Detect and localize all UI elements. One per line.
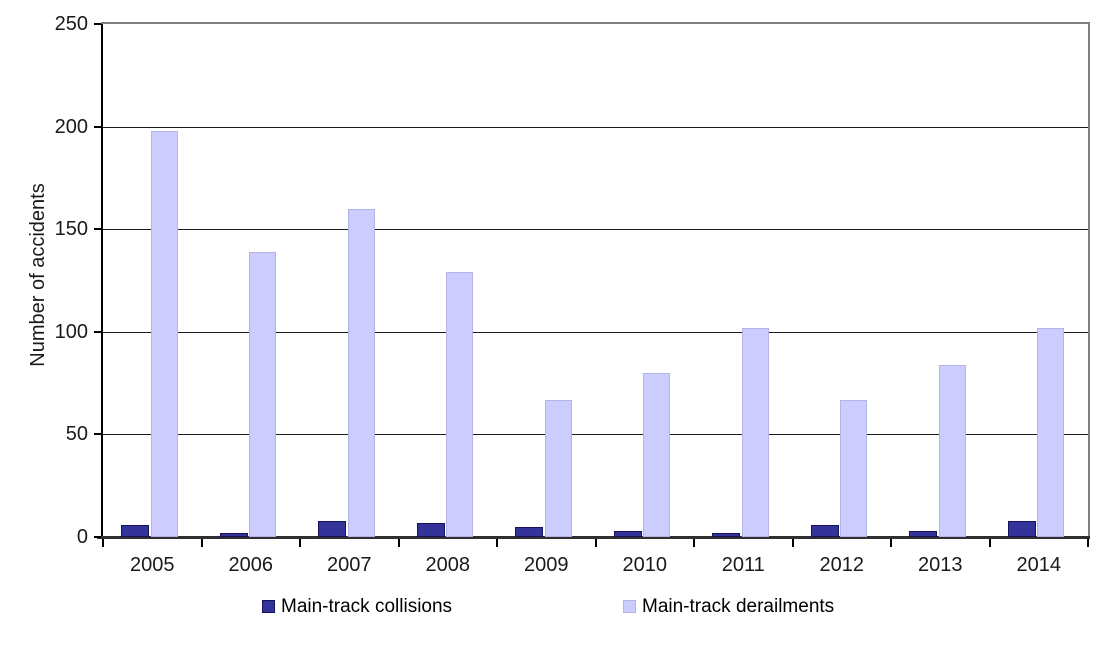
y-tick-50: [94, 433, 101, 436]
bar-main-track-derailments-2006: [249, 251, 277, 537]
bar-main-track-derailments-2005: [150, 130, 178, 537]
legend-label-derailments: Main-track derailments: [642, 596, 835, 617]
x-tick-label-2007: 2007: [327, 554, 372, 576]
y-tick-100: [94, 330, 101, 333]
x-tick-0: [102, 539, 104, 547]
y-tick-label-100: 100: [54, 320, 88, 343]
gridline-50: [103, 434, 1088, 436]
x-tick-label-2014: 2014: [1016, 554, 1062, 576]
x-tick-7: [791, 539, 794, 547]
x-tick-6: [693, 539, 695, 547]
x-tick-9: [988, 539, 991, 547]
x-tick-label-2006: 2006: [228, 554, 274, 576]
y-tick-label-200: 200: [54, 115, 88, 138]
plot-frame-right: [1088, 22, 1090, 537]
gridline-150: [103, 229, 1088, 231]
bar-main-track-collisions-2005: [121, 524, 150, 537]
bar-main-track-collisions-2009: [515, 526, 544, 537]
bar-main-track-derailments-2014: [1037, 327, 1065, 537]
bar-main-track-collisions-2010: [613, 530, 642, 537]
x-tick-1: [200, 539, 203, 547]
y-axis-line: [101, 24, 103, 537]
bar-main-track-collisions-2013: [909, 530, 938, 537]
x-tick-label-2013: 2013: [918, 554, 963, 576]
bar-main-track-collisions-2012: [810, 524, 839, 537]
bar-main-track-derailments-2009: [544, 399, 572, 537]
y-tick-label-50: 50: [65, 423, 88, 446]
bar-main-track-collisions-2014: [1007, 520, 1036, 537]
y-tick-label-150: 150: [54, 218, 88, 241]
y-tick-label-0: 0: [76, 526, 88, 548]
x-tick-label-2005: 2005: [130, 554, 175, 576]
y-tick-250: [94, 23, 101, 25]
x-tick-10: [1087, 539, 1089, 547]
y-tick-label-250: 250: [54, 13, 88, 35]
bar-main-track-collisions-2006: [219, 532, 248, 537]
bar-main-track-collisions-2007: [318, 520, 347, 537]
gridline-100: [103, 331, 1088, 333]
y-tick-200: [94, 125, 101, 128]
x-tick-8: [890, 539, 892, 547]
y-tick-0: [94, 536, 101, 538]
bar-main-track-derailments-2010: [643, 372, 671, 537]
legend-swatch-collisions: [262, 600, 275, 613]
x-tick-5: [594, 539, 597, 547]
legend-swatch-derailments: [623, 600, 636, 613]
bar-main-track-collisions-2008: [416, 522, 445, 537]
y-tick-150: [94, 228, 101, 231]
bar-main-track-derailments-2012: [840, 399, 868, 537]
x-tick-label-2008: 2008: [425, 554, 471, 576]
x-tick-label-2010: 2010: [622, 554, 668, 576]
x-tick-2: [299, 539, 301, 547]
x-tick-3: [397, 539, 400, 547]
x-tick-label-2011: 2011: [721, 554, 765, 576]
gridline-200: [103, 126, 1088, 128]
x-tick-label-2009: 2009: [524, 554, 569, 576]
bar-main-track-derailments-2007: [347, 208, 375, 537]
legend-label-collisions: Main-track collisions: [281, 596, 453, 617]
bar-main-track-derailments-2013: [938, 364, 966, 537]
x-tick-label-2012: 2012: [819, 554, 865, 576]
x-axis-line: [97, 536, 1090, 539]
bar-main-track-derailments-2008: [446, 272, 474, 537]
x-tick-4: [496, 539, 498, 547]
plot-frame-top: [101, 22, 1090, 24]
bar-main-track-derailments-2011: [741, 327, 769, 537]
bar-main-track-collisions-2011: [712, 532, 741, 537]
